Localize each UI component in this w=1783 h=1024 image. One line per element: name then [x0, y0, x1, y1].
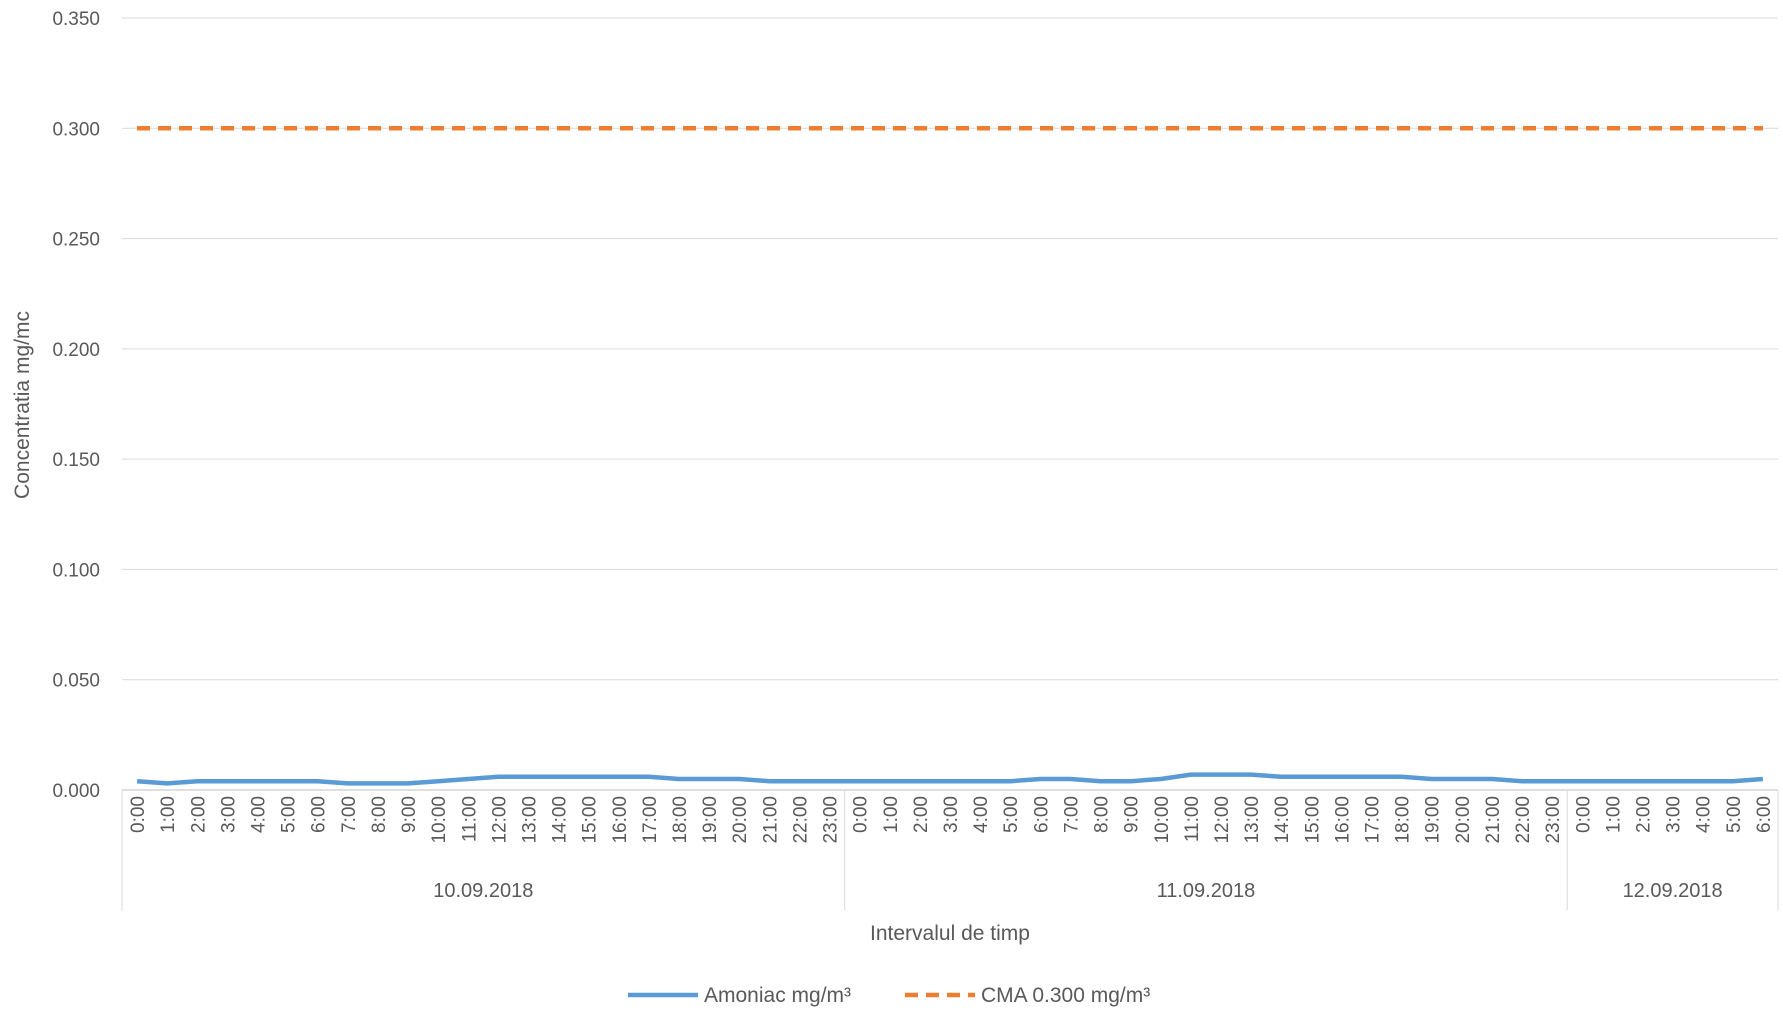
x-tick-label: 7:00	[1061, 796, 1082, 833]
x-tick-label: 2:00	[188, 796, 209, 833]
x-tick-label: 13:00	[1242, 796, 1263, 844]
y-axis-ticks: 0.000 0.050 0.100 0.150 0.200 0.250 0.300 0.350	[52, 9, 100, 802]
x-tick-label: 3:00	[941, 796, 962, 833]
x-tick-label: 23:00	[821, 796, 842, 844]
x-tick-label: 5:00	[279, 796, 300, 833]
series-line-amoniac	[136, 772, 1764, 786]
x-tick-label: 11:00	[459, 796, 480, 842]
x-tick-label: 22:00	[790, 796, 811, 844]
series-group	[136, 126, 1764, 786]
x-tick-label: 9:00	[399, 796, 420, 833]
y-axis-title: Concentratia mg/mc	[11, 311, 34, 499]
x-axis: 0:00 1:00 2:00 3:00 4:00 5:00 6:00 7:00 8:00 9:00…	[121, 790, 1779, 910]
date-group-label: 11.09.2018	[1157, 880, 1256, 902]
x-tick-label: 19:00	[700, 796, 721, 844]
x-tick-label: 0:00	[128, 796, 149, 833]
x-tick-label: 6:00	[1031, 796, 1052, 833]
legend: Amoniac mg/m³ CMA 0.300 mg/m³	[628, 984, 1150, 1007]
y-tick-label: 0.200	[52, 340, 100, 361]
x-tick-label: 14:00	[550, 796, 571, 844]
x-tick-label: 7:00	[339, 796, 360, 833]
x-tick-label: 1:00	[1603, 796, 1624, 833]
y-tick-label: 0.300	[52, 119, 100, 140]
x-tick-label: 0:00	[851, 796, 872, 833]
legend-label-cma: CMA 0.300 mg/m³	[981, 984, 1150, 1007]
x-tick-label: 18:00	[1393, 796, 1414, 844]
x-tick-label: 21:00	[1483, 796, 1504, 844]
x-tick-label: 20:00	[1453, 796, 1474, 844]
x-tick-label: 22:00	[1513, 796, 1534, 844]
x-tick-label: 21:00	[760, 796, 781, 844]
x-tick-label: 5:00	[1724, 796, 1745, 833]
x-tick-label: 10:00	[1152, 796, 1173, 844]
x-tick-label: 20:00	[730, 796, 751, 844]
x-tick-label: 12:00	[1212, 796, 1233, 844]
y-tick-label: 0.150	[52, 450, 100, 471]
x-tick-label: 3:00	[1664, 796, 1685, 833]
x-tick-label: 4:00	[248, 796, 269, 833]
x-tick-label: 17:00	[1363, 796, 1384, 844]
date-group-label: 12.09.2018	[1623, 880, 1723, 902]
x-tick-label: 15:00	[1302, 796, 1323, 844]
x-tick-label: 3:00	[218, 796, 239, 833]
x-tick-label: 13:00	[519, 796, 540, 844]
x-tick-label: 6:00	[1754, 796, 1775, 833]
x-tick-label: 16:00	[1332, 796, 1353, 844]
x-tick-label: 1:00	[158, 796, 179, 833]
x-tick-label: 2:00	[911, 796, 932, 833]
x-tick-label: 12:00	[489, 796, 510, 844]
y-tick-label: 0.050	[52, 671, 100, 692]
y-tick-label: 0.000	[52, 781, 100, 802]
legend-label-amoniac: Amoniac mg/m³	[704, 984, 851, 1007]
x-tick-label: 10:00	[429, 796, 450, 844]
x-tick-label: 15:00	[580, 796, 601, 844]
x-tick-label: 23:00	[1543, 796, 1564, 844]
x-tick-label: 8:00	[1092, 796, 1113, 833]
x-tick-label: 18:00	[670, 796, 691, 844]
x-tick-label: 6:00	[309, 796, 330, 833]
gridlines	[122, 17, 1778, 791]
x-tick-label: 1:00	[881, 796, 902, 833]
date-group-label: 10.09.2018	[433, 880, 533, 902]
x-tick-label: 14:00	[1272, 796, 1293, 844]
x-tick-label: 11:00	[1182, 796, 1203, 842]
x-tick-label: 17:00	[640, 796, 661, 844]
x-tick-label: 4:00	[971, 796, 992, 833]
y-tick-label: 0.250	[52, 230, 100, 251]
x-tick-label: 5:00	[1001, 796, 1022, 833]
y-tick-label: 0.350	[52, 9, 100, 30]
x-tick-label: 0:00	[1573, 796, 1594, 833]
x-tick-label: 8:00	[369, 796, 390, 833]
x-axis-title: Intervalul de timp	[870, 922, 1030, 945]
x-tick-label: 9:00	[1122, 796, 1143, 833]
x-tick-label: 2:00	[1634, 796, 1655, 833]
x-tick-label: 19:00	[1423, 796, 1444, 844]
y-tick-label: 0.100	[52, 560, 100, 581]
x-tick-label: 16:00	[610, 796, 631, 844]
x-tick-label: 4:00	[1694, 796, 1715, 833]
